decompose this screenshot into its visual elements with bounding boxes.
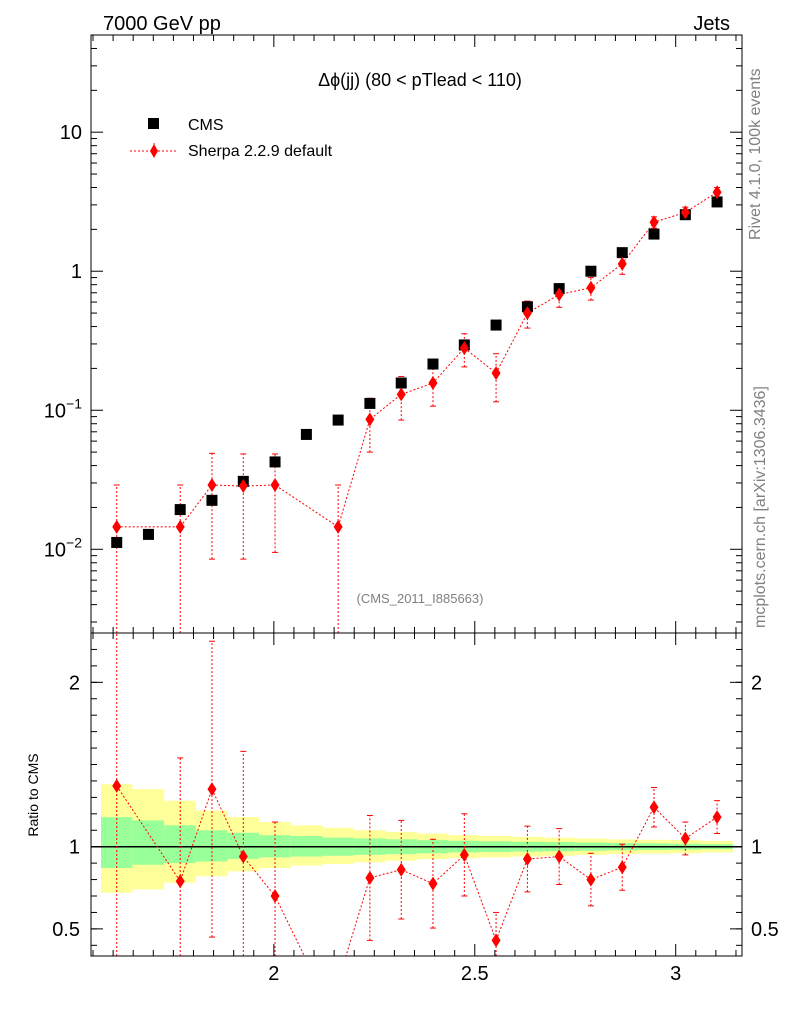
y-tick-label: 10 — [60, 122, 82, 144]
legend: CMS Sherpa 2.2.9 default — [130, 117, 333, 160]
header-right: Jets — [693, 13, 730, 35]
cms-point — [616, 247, 628, 259]
plot-title: Δϕ(jj) (80 < pTlead < 110) — [318, 70, 522, 90]
cms-point — [364, 397, 376, 409]
cms-point — [269, 456, 281, 468]
mc-point — [617, 256, 627, 271]
legend-label-cms: CMS — [188, 117, 224, 134]
mc-point — [649, 215, 659, 230]
mc-point — [238, 479, 248, 494]
mc-point — [491, 366, 501, 381]
ratio-point — [112, 778, 122, 793]
ratio-y-tick-label-right: 2 — [751, 672, 762, 694]
x-tick-label: 2.5 — [461, 963, 489, 985]
ratio-y-tick-label-right: 0.5 — [751, 919, 779, 941]
cms-point — [490, 319, 502, 331]
mc-point — [365, 412, 375, 427]
ratio-y-tick-label-left: 1 — [69, 837, 80, 859]
ratio-point — [491, 933, 501, 948]
ratio-frame — [90, 632, 743, 957]
ratio-point — [712, 810, 722, 825]
ratio-point — [238, 849, 248, 864]
cms-point — [427, 358, 439, 370]
ratio-point — [270, 889, 280, 904]
cms-point — [585, 265, 597, 277]
ratio-point — [396, 862, 406, 877]
ratio-point — [365, 870, 375, 885]
mc-point — [712, 185, 722, 200]
ratio-y-tick-label-left: 0.5 — [52, 919, 80, 941]
ratio-point — [554, 849, 564, 864]
cms-point — [174, 504, 186, 516]
cms-point — [300, 428, 312, 440]
header-left: 7000 GeV pp — [103, 13, 221, 35]
cms-point — [111, 536, 123, 548]
cms-point — [395, 377, 407, 389]
cms-point — [332, 414, 344, 426]
band-inner — [132, 820, 165, 865]
ratio-y-tick-label-left: 2 — [69, 672, 80, 694]
mc-point — [112, 519, 122, 534]
ratio-panel: 0.5 0.5 1 1 2 2 2 2.5 3 Ratio to CMS — [25, 632, 779, 985]
ratio-point — [207, 782, 217, 797]
legend-label-mc: Sherpa 2.2.9 default — [188, 143, 333, 160]
ratio-point — [459, 847, 469, 862]
mc-point — [522, 306, 532, 321]
mc-point — [270, 478, 280, 493]
mc-line — [116, 191, 718, 528]
rivet-label: Rivet 4.1.0, 100k events — [747, 68, 764, 240]
x-tick-label: 2 — [268, 963, 279, 985]
y-tick-label: 10−1 — [44, 395, 82, 422]
legend-marker-cms — [148, 118, 159, 129]
y-tick-label: 1 — [71, 261, 82, 283]
mcplots-label: mcplots.cern.ch [arXiv:1306.3436] — [752, 386, 769, 628]
mc-point — [175, 519, 185, 534]
mc-point — [428, 376, 438, 391]
ratio-point — [522, 852, 532, 867]
mc-point — [459, 341, 469, 356]
legend-marker-mc — [150, 144, 158, 158]
cms-point — [142, 528, 154, 540]
ratio-point — [617, 860, 627, 875]
mc-point — [207, 478, 217, 493]
mc-point — [554, 287, 564, 302]
x-tick-label: 3 — [670, 963, 681, 985]
analysis-tag: (CMS_2011_I885663) — [357, 591, 484, 606]
mc-point — [396, 387, 406, 402]
cms-point — [206, 494, 218, 506]
ratio-ylabel: Ratio to CMS — [25, 753, 41, 836]
mc-point — [680, 205, 690, 220]
cms-point — [711, 196, 723, 208]
ratio-point — [428, 876, 438, 891]
cms-point — [648, 228, 660, 240]
ratio-point — [175, 874, 185, 889]
y-tick-label: 10−2 — [44, 534, 82, 561]
ratio-point — [649, 800, 659, 815]
main-panel: 10−2 10−1 1 10 Δϕ(jj) (80 < pTlead < 110) (… — [44, 34, 743, 634]
ratio-point — [586, 872, 596, 887]
ratio-point — [680, 831, 690, 846]
mc-point — [333, 519, 343, 534]
mc-point — [586, 280, 596, 295]
ratio-y-tick-label-right: 1 — [751, 837, 762, 859]
